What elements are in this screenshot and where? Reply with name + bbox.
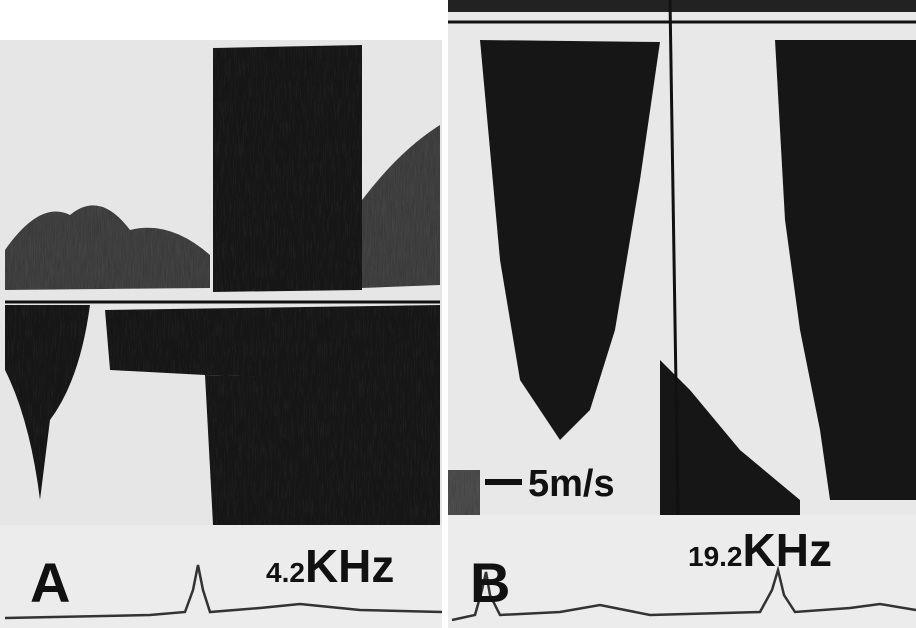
spectrogram-b [448, 40, 916, 515]
panel-b: 5m/s B 19.2KHz [448, 0, 916, 628]
top-band [448, 0, 916, 12]
panel-label: A [30, 551, 70, 614]
scale-label: 5m/s [528, 463, 615, 505]
frequency-value: 4.2 [266, 557, 305, 588]
panel-label: B [470, 551, 510, 614]
ecg-trace [451, 565, 916, 622]
frequency-label: 19.2KHz [688, 524, 832, 576]
frequency-value: 19.2 [688, 541, 743, 572]
frequency-label: 4.2KHz [266, 540, 394, 592]
frequency-unit: KHz [305, 540, 394, 592]
ecg-strip [448, 515, 916, 628]
ecg-trace [4, 564, 443, 620]
frequency-unit: KHz [743, 524, 832, 576]
panel-a: A 4.2KHz [0, 40, 443, 628]
spectrogram-a [5, 45, 440, 525]
marker-line [668, 0, 680, 516]
